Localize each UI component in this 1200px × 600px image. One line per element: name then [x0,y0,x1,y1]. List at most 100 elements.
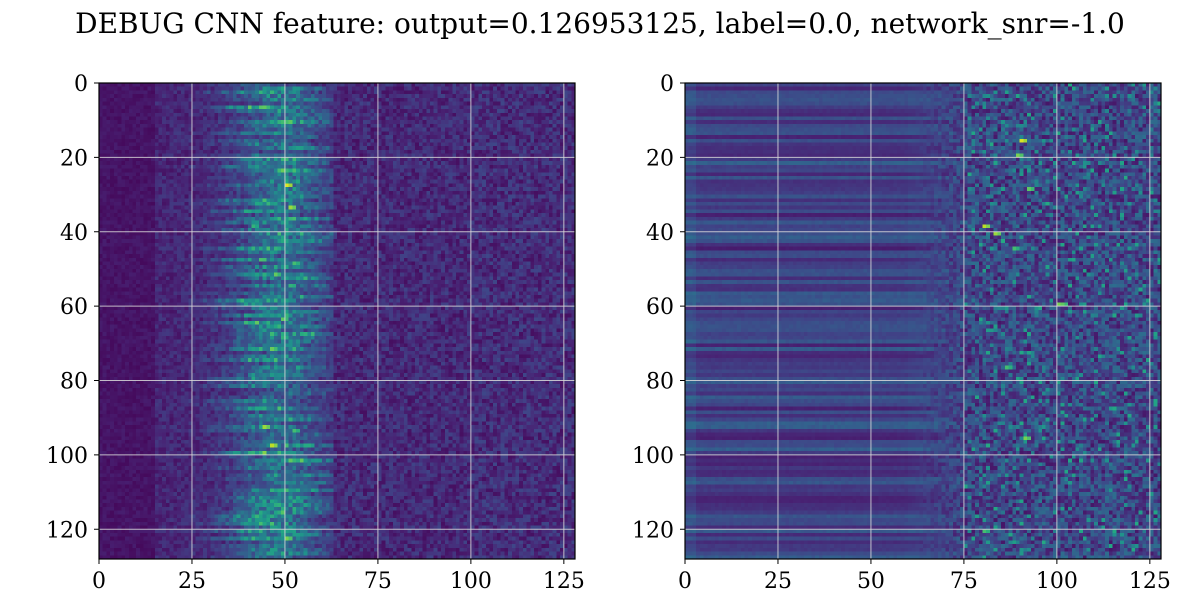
heatmap-cell [214,198,219,203]
heatmap-cell [556,94,561,99]
heatmap-cell [511,109,516,114]
heatmap-cell [489,161,494,166]
heatmap-cell [121,86,126,91]
heatmap-cell [106,142,111,147]
heatmap-cell [463,142,468,147]
heatmap-cell [199,149,204,155]
heatmap-cell [329,127,334,132]
heatmap-cell [444,146,449,151]
heatmap-cell [162,135,167,140]
heatmap-cell [385,198,390,203]
heatmap-cell [370,209,375,214]
heatmap-cell [165,175,171,181]
heatmap-cell [370,183,375,188]
heatmap-cell [292,190,297,195]
heatmap-cell [173,83,178,88]
heatmap-cell [351,142,356,147]
heatmap-cell [463,90,468,95]
heatmap-cell [165,131,171,136]
heatmap-cell [496,120,501,125]
heatmap-cell [232,205,237,210]
heatmap-cell [526,83,531,88]
heatmap-cell [441,161,446,166]
heatmap-cell [429,97,435,102]
heatmap-cell [370,153,375,158]
heatmap-cell [429,153,435,158]
heatmap-cell [422,179,427,184]
heatmap-cell [180,220,185,225]
heatmap-cell [515,194,520,199]
heatmap-cell [110,120,115,125]
heatmap-cell [407,209,412,214]
heatmap-cell [307,123,312,128]
heatmap-cell [526,123,531,128]
heatmap-cell [188,86,193,91]
heatmap-cell [351,172,356,177]
heatmap-cell [467,164,472,169]
heatmap-cell [522,179,528,184]
heatmap-cell [478,216,483,221]
heatmap-cell [389,123,394,128]
heatmap-cell [199,86,204,91]
heatmap-cell [567,131,572,136]
heatmap-cell [314,187,319,192]
heatmap-cell [504,179,509,184]
heatmap-cell [277,131,282,136]
heatmap-cell [258,157,263,162]
heatmap-cell [366,179,371,184]
heatmap-cell [139,209,144,214]
heatmap-cell [344,205,349,210]
heatmap-cell [281,135,286,140]
heatmap-cell [426,175,431,181]
heatmap-cell [106,187,111,192]
heatmap-cell [504,164,509,169]
heatmap-cell [400,164,405,169]
heatmap-cell [132,97,137,102]
heatmap-cell [281,83,286,88]
heatmap-cell [132,209,137,214]
heatmap-cell [333,164,338,169]
heatmap-cell [329,105,334,110]
heatmap-cell [377,109,382,114]
heatmap-cell [310,179,316,184]
heatmap-cell [344,183,349,188]
heatmap-cell [210,187,215,192]
heatmap-cell [359,83,364,88]
heatmap-cell [199,168,204,173]
heatmap-cell [385,120,390,125]
heatmap-cell [206,112,211,117]
heatmap-cell [374,175,379,181]
heatmap-cell [136,194,141,199]
heatmap-cell [493,105,498,110]
heatmap-cell [403,187,409,192]
heatmap-cell [99,83,104,88]
heatmap-cell [244,157,249,162]
heatmap-cell [470,164,475,169]
heatmap-cell [351,213,356,218]
heatmap-cell [459,175,464,181]
heatmap-cell [110,220,115,225]
heatmap-cell [429,135,435,140]
heatmap-cell [121,175,126,181]
heatmap-cell [240,112,245,117]
heatmap-cell [206,183,211,188]
heatmap-cell [548,142,554,147]
heatmap-cell [541,109,546,114]
heatmap-cell [560,131,565,136]
heatmap-cell [485,175,490,181]
heatmap-cell [556,149,561,155]
heatmap-cell [314,205,319,210]
heatmap-cell [545,146,550,151]
heatmap-cell [437,198,442,203]
heatmap-cell [415,172,420,177]
heatmap-cell [511,183,516,188]
heatmap-cell [400,161,405,166]
heatmap-cell [493,112,498,117]
heatmap-cell [117,213,122,218]
heatmap-cell [310,105,316,110]
heatmap-cell [545,190,550,195]
heatmap-cell [232,86,237,91]
heatmap-cell [195,216,200,221]
heatmap-cell [121,83,126,88]
heatmap-cell [500,90,505,95]
